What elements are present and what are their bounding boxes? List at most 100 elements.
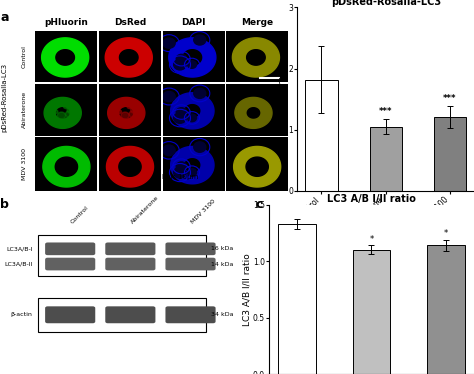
Circle shape [54,110,58,113]
Text: Merge: Merge [241,18,273,27]
Text: bar: 10μm: bar: 10μm [162,174,198,180]
Polygon shape [185,105,200,117]
Circle shape [129,111,137,117]
Polygon shape [234,147,281,187]
Polygon shape [120,108,132,118]
Circle shape [163,145,175,156]
Text: 16 kDa: 16 kDa [210,246,233,251]
Text: LC3A/B-II: LC3A/B-II [4,261,33,267]
Bar [428,245,465,374]
Text: Abiraterone: Abiraterone [22,91,27,128]
Circle shape [176,162,187,171]
Circle shape [163,92,175,102]
Text: 34 kDa: 34 kDa [210,312,233,317]
Polygon shape [44,97,81,128]
FancyBboxPatch shape [105,258,155,270]
Circle shape [121,112,129,119]
Polygon shape [55,157,78,176]
Circle shape [65,111,73,117]
FancyBboxPatch shape [105,242,155,255]
Y-axis label: FITC/TRITC ratio: FITC/TRITC ratio [278,64,287,135]
Circle shape [187,61,197,68]
Title: pDsRed-Rosalla-LC3: pDsRed-Rosalla-LC3 [331,0,441,7]
FancyBboxPatch shape [45,258,95,270]
Text: a: a [0,11,9,24]
Circle shape [176,108,187,116]
Text: LC3A/B-I: LC3A/B-I [6,246,33,251]
Polygon shape [232,38,280,77]
Polygon shape [183,50,201,65]
Text: Control: Control [70,205,90,225]
Bar [278,224,316,374]
FancyBboxPatch shape [165,258,216,270]
Y-axis label: LC3 A/B I/II ratio: LC3 A/B I/II ratio [242,253,251,326]
Polygon shape [56,108,69,118]
Polygon shape [108,97,145,128]
Circle shape [55,100,63,107]
Circle shape [187,114,197,122]
Text: *: * [444,229,448,238]
Polygon shape [171,147,214,184]
Polygon shape [119,50,138,65]
Polygon shape [119,157,141,176]
Circle shape [67,105,71,109]
Text: DsRed: DsRed [114,18,146,27]
Bar [305,80,337,191]
Text: DAPI: DAPI [182,18,206,27]
Polygon shape [185,159,200,172]
Bar [37,298,206,332]
Circle shape [194,142,206,152]
FancyBboxPatch shape [165,306,216,323]
Circle shape [173,113,186,123]
Circle shape [173,167,186,178]
Circle shape [194,35,206,45]
Text: *: * [369,235,374,244]
Polygon shape [246,157,268,176]
FancyBboxPatch shape [45,242,95,255]
Polygon shape [43,147,90,187]
FancyBboxPatch shape [105,306,155,323]
Text: Abiraterone: Abiraterone [130,195,160,225]
Bar [353,250,390,374]
Text: MDV 3100: MDV 3100 [191,199,217,225]
Text: 14 kDa: 14 kDa [210,261,233,267]
Text: ***: *** [379,107,392,116]
Text: β-actin: β-actin [11,312,33,317]
Circle shape [67,107,74,113]
Text: pDsRed-Rosalla-LC3: pDsRed-Rosalla-LC3 [2,63,8,132]
Circle shape [176,54,187,63]
Polygon shape [107,147,154,187]
Polygon shape [169,38,216,77]
FancyBboxPatch shape [165,242,216,255]
Polygon shape [246,50,265,65]
Circle shape [64,104,69,109]
Circle shape [127,118,136,125]
Polygon shape [105,38,152,77]
Circle shape [131,107,138,113]
Text: Control: Control [22,45,27,68]
Polygon shape [171,93,214,129]
Circle shape [64,118,72,125]
Bar [37,235,206,276]
Text: MDV 3100: MDV 3100 [22,148,27,180]
FancyBboxPatch shape [45,306,95,323]
Polygon shape [42,38,89,77]
Text: ***: *** [443,94,456,103]
Polygon shape [247,108,260,118]
Text: c: c [256,198,264,211]
Circle shape [118,110,121,113]
Bar [370,127,402,191]
Circle shape [118,100,127,107]
Circle shape [187,169,197,177]
Bar [434,117,466,191]
Circle shape [130,105,135,109]
Circle shape [57,112,65,119]
Polygon shape [56,50,74,65]
Circle shape [163,38,175,48]
Circle shape [127,104,133,109]
Text: b: b [0,198,9,211]
Circle shape [173,59,186,70]
Circle shape [194,88,206,98]
Polygon shape [235,97,272,128]
Text: pHluorin: pHluorin [45,18,88,27]
